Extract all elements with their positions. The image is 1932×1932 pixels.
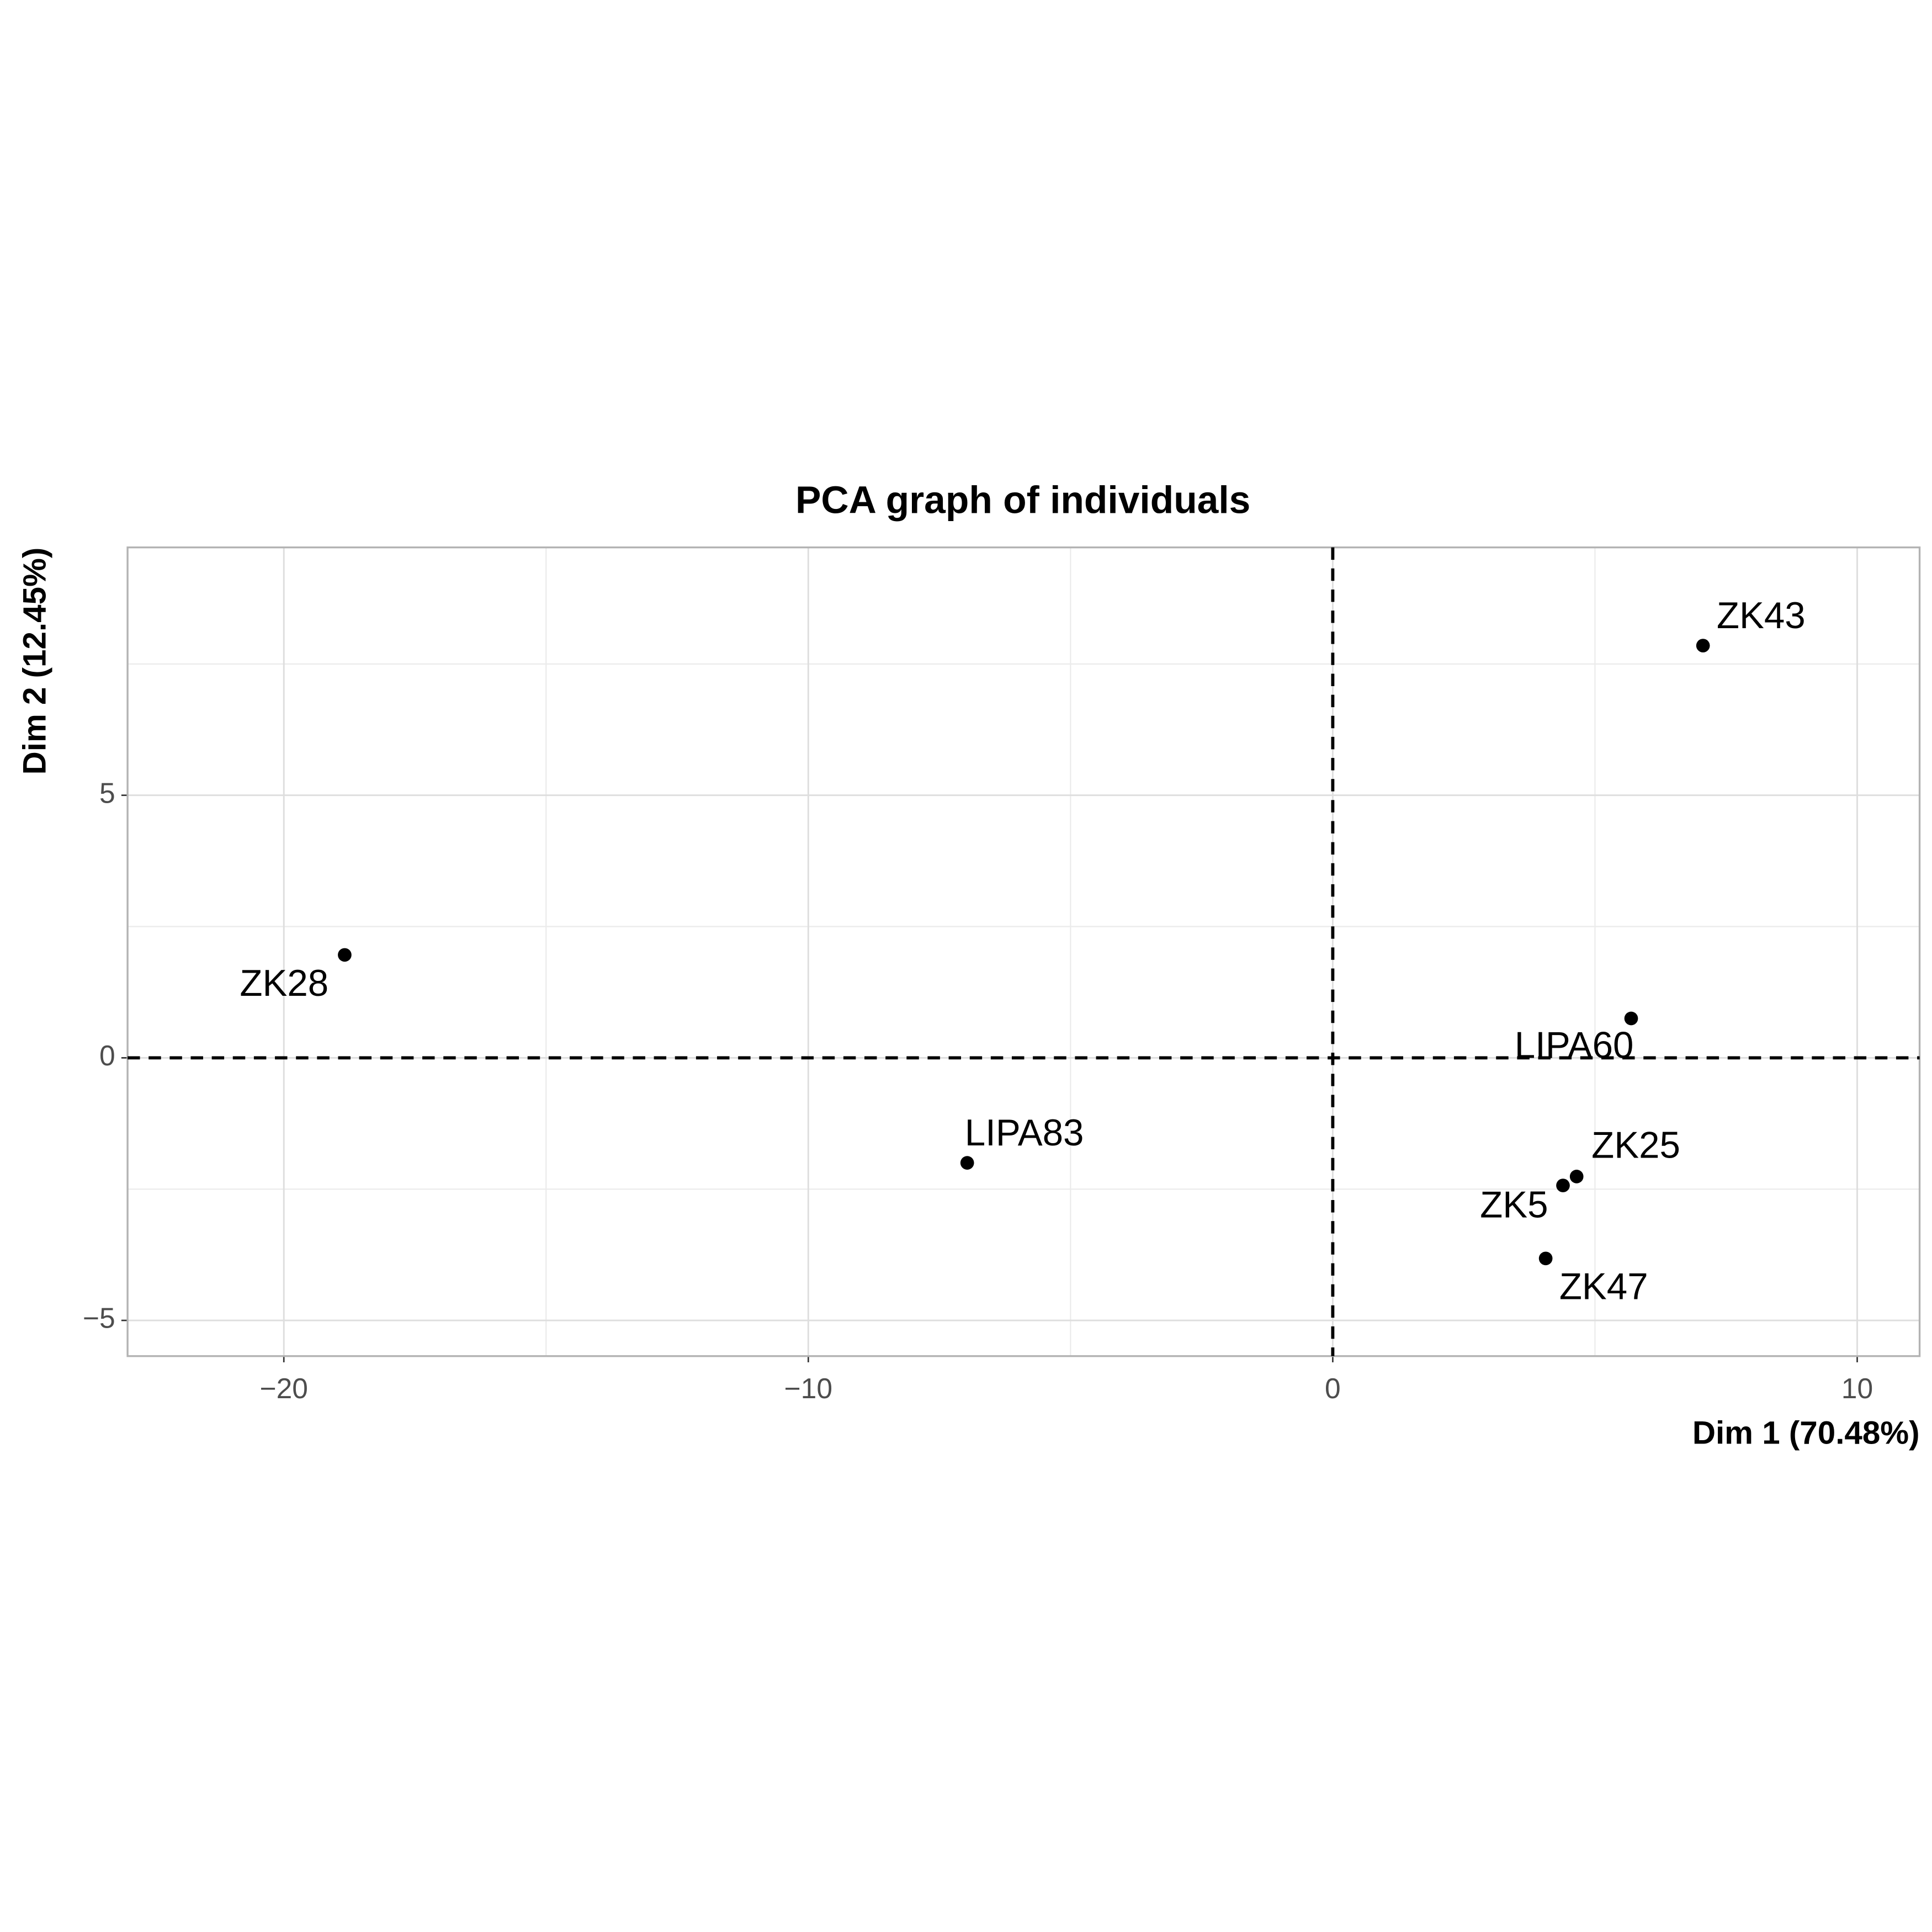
point [338,948,352,962]
point-label: ZK28 [240,963,328,1004]
x-tick-label: −10 [784,1372,833,1404]
y-tick-label: 5 [99,777,115,809]
point [1569,1170,1584,1183]
point-label: ZK47 [1559,1266,1648,1308]
y-tick-label: −5 [83,1302,115,1334]
y-tick-label: 0 [99,1039,115,1071]
point-label: LIPA60 [1515,1025,1634,1066]
point [1696,639,1710,652]
point-label: ZK43 [1717,595,1806,636]
point [960,1156,974,1170]
point [1556,1179,1570,1192]
x-tick-label: −20 [259,1372,308,1404]
x-tick-label: 10 [1841,1372,1873,1404]
point [1624,1011,1638,1026]
chart-title: PCA graph of individuals [795,478,1250,521]
point-label: ZK25 [1591,1125,1680,1166]
x-axis-title: Dim 1 (70.48%) [1692,1415,1920,1451]
point-label: ZK5 [1480,1185,1548,1226]
panel-border [126,546,1921,1357]
point [1538,1251,1553,1266]
point-label: LIPA83 [965,1112,1084,1154]
x-tick-label: 0 [1325,1372,1341,1404]
y-axis-title: Dim 2 (12.45%) [17,548,53,775]
